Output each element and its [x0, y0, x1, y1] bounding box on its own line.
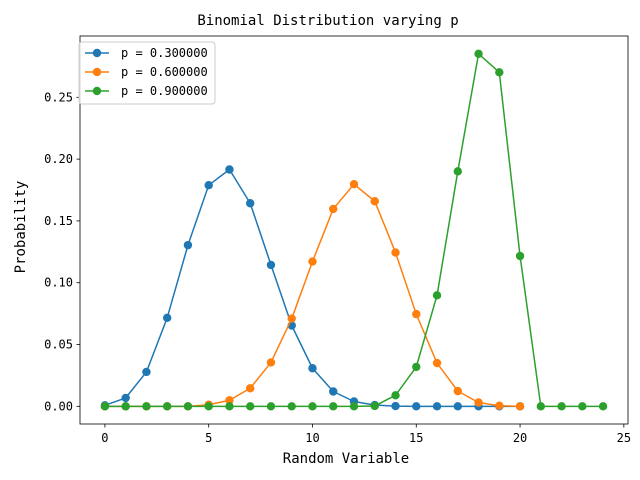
legend-label: p = 0.600000: [121, 65, 208, 79]
y-tick-label: 0.10: [44, 276, 73, 290]
x-tick-label: 25: [617, 431, 631, 445]
data-point: [246, 384, 255, 393]
data-point: [495, 401, 504, 410]
data-point: [308, 364, 317, 373]
data-point: [495, 68, 504, 77]
y-tick-label: 0.20: [44, 152, 73, 166]
data-point: [183, 240, 193, 250]
data-point: [308, 402, 317, 411]
data-point: [349, 402, 359, 411]
x-tick-label: 20: [513, 431, 527, 445]
data-point: [308, 257, 317, 266]
x-tick-label: 0: [101, 431, 108, 445]
y-tick-label: 0.05: [44, 338, 73, 352]
legend-marker: [92, 48, 102, 58]
data-point: [204, 180, 213, 190]
y-tick-label: 0.00: [44, 399, 73, 413]
data-point: [121, 402, 130, 411]
y-axis-label: Probability: [13, 181, 29, 274]
plot-area: 0 5 10 15 20 25 0.00 0.05 0.10 0.15 0.20 0.25: [44, 35, 631, 445]
data-point: [432, 402, 442, 411]
x-tick-label: 10: [305, 431, 319, 445]
data-point: [225, 396, 234, 405]
data-point: [412, 362, 421, 372]
data-point: [391, 401, 400, 411]
data-point: [329, 204, 338, 214]
data-point: [246, 199, 255, 208]
data-point: [578, 402, 587, 411]
series-3: [100, 49, 608, 411]
x-axis-label: Random Variable: [283, 451, 409, 467]
legend-entry: p = 0.600000: [85, 65, 208, 79]
data-point: [391, 391, 400, 400]
data-point: [474, 49, 483, 58]
y-tick-label: 0.15: [44, 214, 73, 228]
legend-entry: p = 0.300000: [85, 46, 208, 60]
data-point: [432, 291, 442, 300]
data-point: [266, 402, 276, 411]
axes-frame: [79, 35, 629, 425]
data-point: [536, 402, 546, 411]
data-point: [557, 402, 566, 411]
data-point: [162, 402, 172, 411]
data-point: [246, 402, 255, 411]
legend-marker: [92, 67, 102, 77]
legend-box: [78, 41, 216, 105]
data-point: [225, 165, 234, 174]
data-point: [225, 402, 234, 411]
data-point: [474, 398, 483, 407]
chart-title: Binomial Distribution varying p: [197, 13, 458, 29]
data-point: [412, 309, 421, 319]
data-point: [100, 402, 110, 411]
data-point: [412, 402, 421, 411]
data-point: [287, 402, 296, 411]
data-point: [453, 167, 462, 176]
data-point: [121, 393, 130, 403]
legend-marker: [92, 86, 102, 96]
data-point: [287, 314, 296, 323]
data-point: [515, 251, 525, 261]
legend: p = 0.300000 p = 0.600000 p = 0.900000: [78, 41, 216, 105]
data-point: [266, 358, 276, 367]
data-point: [370, 401, 379, 411]
data-point: [432, 358, 442, 368]
data-point: [349, 180, 359, 189]
data-point: [329, 387, 338, 396]
data-point: [515, 402, 525, 411]
data-point: [391, 248, 400, 257]
data-point: [162, 313, 172, 323]
y-tick-label: 0.25: [44, 90, 73, 104]
data-point: [453, 402, 462, 411]
x-tick-label: 5: [205, 431, 212, 445]
data-point: [142, 402, 151, 411]
data-point: [329, 402, 338, 411]
data-point: [598, 402, 608, 411]
legend-label: p = 0.900000: [121, 84, 208, 98]
data-point: [266, 260, 276, 270]
legend-label: p = 0.300000: [121, 46, 208, 60]
data-point: [183, 402, 193, 411]
x-tick-label: 15: [409, 431, 423, 445]
data-point: [370, 197, 379, 206]
data-point: [453, 386, 462, 396]
data-point: [142, 367, 151, 377]
legend-entry: p = 0.900000: [85, 84, 208, 98]
data-point: [204, 402, 213, 411]
